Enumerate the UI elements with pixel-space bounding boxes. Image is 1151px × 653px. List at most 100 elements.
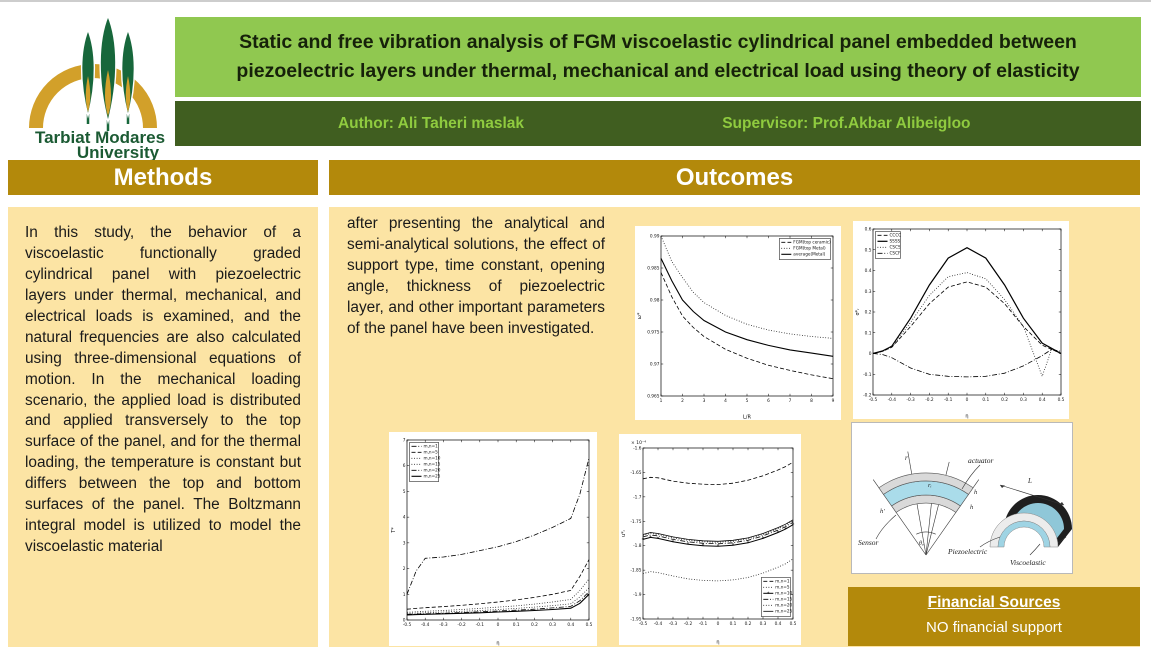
svg-text:6: 6 (767, 398, 770, 404)
logo-cypress-trees (80, 14, 136, 131)
svg-text:0.985: 0.985 (647, 266, 660, 272)
svg-text:0.4: 0.4 (1039, 397, 1046, 403)
svg-text:*: * (792, 523, 795, 529)
svg-text:0.3: 0.3 (1020, 397, 1027, 403)
svg-text:0.1: 0.1 (982, 397, 989, 403)
svg-text:-1.65: -1.65 (630, 470, 641, 476)
chart-stress-vs-eta-support-types: -0.5 -0.4 -0.3 -0.2 -0.1 0 0.1 0.2 0.3 0.4 0.5 -0.2… (853, 221, 1069, 420)
methods-panel: In this study, the behavior of a viscoel… (8, 207, 318, 647)
svg-text:-0.1: -0.1 (476, 622, 485, 628)
panel-schematic: r rᵢ θₒ h h h′ Sensor actuator (858, 451, 1072, 567)
svg-text:*: * (702, 544, 705, 550)
svg-text:0.2: 0.2 (745, 621, 752, 627)
svg-text:0: 0 (869, 351, 872, 357)
svg-text:6: 6 (403, 463, 406, 469)
svg-text:CSCF: CSCF (890, 251, 902, 256)
svg-text:m,n=25: m,n=25 (775, 609, 792, 614)
svg-text:-0.3: -0.3 (669, 621, 678, 627)
svg-text:0.2: 0.2 (1001, 397, 1008, 403)
poster-title-line2: piezoelectric layers under thermal, mech… (236, 60, 1080, 83)
label-r-i: rᵢ (928, 482, 932, 489)
svg-text:average(Metal): average(Metal) (793, 252, 825, 257)
label-piezoelectric: Piezoelectric (947, 547, 988, 556)
svg-text:0.3: 0.3 (865, 289, 872, 295)
svg-text:2: 2 (403, 566, 406, 572)
svg-text:-1.85: -1.85 (630, 568, 641, 574)
svg-text:0.5: 0.5 (790, 621, 797, 627)
svg-text:FGM(top Metal): FGM(top Metal) (793, 246, 826, 251)
university-name-line2: University (77, 143, 160, 160)
svg-text:m,n=20: m,n=20 (424, 468, 441, 473)
svg-text:-0.2: -0.2 (457, 622, 466, 628)
financial-sources-box: Financial Sources NO financial support (848, 587, 1140, 646)
svg-text:-0.1: -0.1 (863, 372, 872, 378)
panel-schematic-box: r rᵢ θₒ h h h′ Sensor actuator (851, 422, 1073, 574)
label-theta: θₒ (919, 541, 924, 547)
svg-text:0.4: 0.4 (567, 622, 574, 628)
svg-text:-0.2: -0.2 (863, 393, 872, 399)
label-actuator: actuator (968, 456, 993, 465)
svg-text:0.5: 0.5 (1058, 397, 1065, 403)
svg-text:5: 5 (746, 398, 749, 404)
svg-text:m,n=10: m,n=10 (775, 591, 792, 596)
poster-title-line1: Static and free vibration analysis of FG… (239, 31, 1077, 53)
label-h-inner: h (970, 504, 973, 511)
svg-text:0.6: 0.6 (865, 227, 872, 233)
svg-text:-0.3: -0.3 (906, 397, 915, 403)
svg-text:8: 8 (810, 398, 813, 404)
label-viscoelastic: Viscoelastic (1010, 558, 1046, 567)
svg-text:0.99: 0.99 (650, 234, 660, 240)
svg-text:0.975: 0.975 (647, 330, 660, 336)
svg-text:7: 7 (789, 398, 792, 404)
svg-text:*: * (767, 591, 770, 597)
svg-text:ω*: ω* (637, 312, 643, 319)
methods-text: In this study, the behavior of a viscoel… (25, 224, 301, 556)
svg-text:*: * (657, 536, 660, 542)
svg-text:*: * (649, 535, 652, 541)
svg-text:4: 4 (403, 515, 406, 521)
svg-text:-1.95: -1.95 (630, 617, 641, 623)
svg-text:1: 1 (660, 398, 663, 404)
svg-text:0.2: 0.2 (531, 622, 538, 628)
svg-text:-0.1: -0.1 (699, 621, 708, 627)
author-bar: Author: Ali Taheri maslak Supervisor: Pr… (175, 101, 1141, 146)
financial-sources-heading: Financial Sources (927, 594, 1061, 611)
svg-text:0.98: 0.98 (650, 298, 660, 304)
label-h-outer: h (974, 489, 977, 496)
svg-text:σ*ᵣ: σ*ᵣ (855, 308, 861, 316)
svg-text:-1.8: -1.8 (633, 543, 642, 549)
svg-text:-1.75: -1.75 (630, 519, 641, 525)
svg-text:0.1: 0.1 (730, 621, 737, 627)
chart-displacement-vs-eta-modes: -0.5 -0.4 -0.3 -0.2 -0.1 0 0.1 0.2 0.3 0.4 0.5 -1.9… (619, 434, 801, 646)
svg-text:m,n=20: m,n=20 (775, 603, 792, 608)
svg-text:4: 4 (724, 398, 727, 404)
svg-text:0: 0 (717, 621, 720, 627)
svg-text:CCCC: CCCC (890, 233, 902, 238)
svg-text:m,n=25: m,n=25 (424, 474, 441, 479)
svg-text:0.3: 0.3 (760, 621, 767, 627)
svg-text:*: * (747, 541, 750, 547)
label-r: r (905, 454, 908, 462)
svg-text:-0.5: -0.5 (639, 621, 648, 627)
svg-text:m,n=10: m,n=10 (424, 456, 441, 461)
label-sensor: Sensor (858, 538, 878, 547)
svg-text:0.1: 0.1 (513, 622, 520, 628)
svg-text:m,n=1: m,n=1 (424, 444, 439, 449)
svg-text:-0.1: -0.1 (944, 397, 953, 403)
svg-text:*: * (784, 527, 787, 533)
svg-text:0.965: 0.965 (647, 394, 660, 400)
svg-text:3: 3 (703, 398, 706, 404)
svg-text:0.5: 0.5 (865, 247, 872, 253)
svg-text:u*ᵣ: u*ᵣ (621, 529, 627, 537)
label-h-shell: h (1062, 530, 1065, 537)
svg-text:*: * (717, 544, 720, 550)
svg-text:2: 2 (681, 398, 684, 404)
financial-sources-text: NO financial support (926, 619, 1062, 636)
svg-text:0.4: 0.4 (865, 268, 872, 274)
svg-text:L/R: L/R (743, 415, 751, 421)
svg-text:7: 7 (403, 438, 406, 444)
svg-text:-0.5: -0.5 (869, 397, 878, 403)
supervisor-label: Supervisor: Prof.Akbar Alibeigloo (722, 114, 971, 132)
svg-text:0.4: 0.4 (775, 621, 782, 627)
svg-text:-1.6: -1.6 (633, 446, 642, 452)
